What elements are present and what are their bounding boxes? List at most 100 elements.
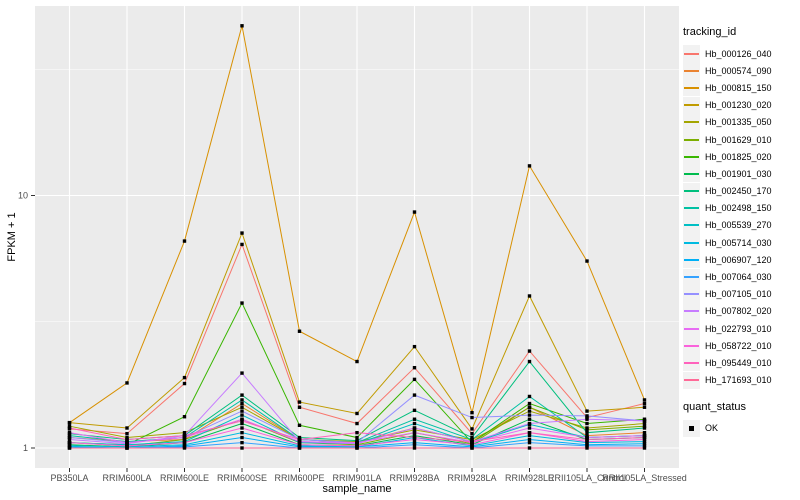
data-point-marker (297, 423, 302, 427)
data-point-marker (240, 417, 244, 421)
data-point-marker (240, 393, 244, 397)
data-point-marker (527, 401, 532, 406)
legend-key (683, 302, 700, 320)
data-point-marker (527, 417, 532, 421)
data-point-marker (240, 24, 244, 28)
legend-item-label: Hb_095449_010 (705, 357, 772, 368)
data-point-marker (642, 419, 647, 423)
data-point-marker (585, 426, 589, 430)
legend-item-label: Hb_000574_090 (705, 65, 772, 76)
legend-item: Hb_001825_020 (683, 148, 800, 166)
data-point-marker (412, 435, 417, 440)
data-point-marker (182, 435, 187, 440)
legend-key (683, 131, 700, 149)
data-point-marker (240, 398, 244, 402)
data-point-marker (527, 430, 532, 435)
line-swatch-icon (684, 379, 699, 382)
legend-key (683, 285, 700, 303)
data-point-marker (125, 426, 129, 430)
data-point-marker (125, 431, 129, 436)
data-point-marker (182, 430, 187, 435)
data-point-marker (585, 437, 589, 442)
data-point-marker (412, 365, 417, 370)
data-point-marker (240, 401, 244, 406)
data-point-marker (642, 426, 647, 430)
data-point-marker (527, 421, 532, 426)
legend-item: Hb_002498_150 (683, 199, 800, 217)
y-tick-label: 10 (18, 191, 28, 201)
legend-item: Hb_058722_010 (683, 337, 800, 355)
legend-item-label: Hb_001901_030 (705, 168, 772, 179)
data-point-marker (585, 435, 589, 440)
line-swatch-icon (684, 172, 699, 175)
line-swatch-icon (684, 121, 699, 124)
legend-key (683, 216, 700, 234)
data-point-marker (412, 430, 417, 435)
line-swatch-icon (684, 138, 699, 141)
data-point-marker (125, 381, 129, 385)
data-point-marker (585, 421, 589, 426)
data-point-marker (412, 433, 417, 438)
legend-key (683, 320, 700, 338)
legend-key (683, 354, 700, 372)
data-point-marker (182, 437, 187, 442)
data-point-marker (125, 435, 129, 440)
legend: tracking_id Hb_000126_040 Hb_000574_090 Hb… (683, 26, 800, 437)
legend-item: Hb_000126_040 (683, 45, 800, 63)
data-point-marker (470, 431, 474, 436)
data-point-marker (527, 440, 532, 445)
data-point-marker (642, 435, 647, 440)
data-point-marker (240, 430, 244, 435)
legend-item: Hb_001230_020 (683, 96, 800, 114)
data-point-marker (125, 437, 129, 442)
data-point-marker (67, 424, 72, 428)
data-point-marker (412, 440, 417, 445)
data-point-marker (642, 421, 647, 426)
line-swatch-icon (684, 327, 699, 330)
data-point-marker (67, 426, 72, 430)
data-point-marker (297, 400, 302, 404)
legend-item: Hb_022793_010 (683, 320, 800, 338)
legend-key (683, 419, 700, 437)
line-swatch-icon (684, 52, 699, 55)
data-point-marker (182, 239, 187, 243)
data-point-marker (642, 398, 647, 402)
line-swatch-icon (684, 276, 699, 279)
data-point-marker (67, 446, 72, 450)
data-point-marker (412, 446, 417, 450)
data-point-marker (355, 421, 359, 426)
legend-key (683, 79, 700, 97)
data-point-marker (412, 437, 417, 442)
line-swatch-icon (684, 241, 699, 244)
data-point-marker (297, 329, 302, 333)
data-point-marker (297, 439, 302, 444)
legend-item: Hb_001629_010 (683, 131, 800, 149)
data-point-marker (412, 210, 417, 214)
data-point-marker (67, 437, 72, 442)
legend-item: Hb_000815_150 (683, 79, 800, 97)
legend-item-label: Hb_001629_010 (705, 134, 772, 145)
data-point-marker (642, 446, 647, 450)
data-point-marker (412, 377, 417, 382)
data-point-marker (585, 417, 589, 421)
data-point-marker (585, 444, 589, 448)
data-point-marker (240, 426, 244, 430)
legend-key (683, 113, 700, 131)
legend-item: Hb_005714_030 (683, 234, 800, 252)
data-point-marker (585, 428, 589, 432)
legend-item: Hb_006907_120 (683, 251, 800, 269)
legend-item-label: Hb_005539_270 (705, 220, 772, 231)
data-point-marker (240, 242, 244, 247)
data-point-marker (585, 259, 589, 263)
data-point-marker (355, 446, 359, 450)
data-point-marker (527, 433, 532, 438)
data-point-marker (355, 444, 359, 448)
legend-item: Hb_095449_010 (683, 354, 800, 372)
line-swatch-icon (684, 310, 699, 313)
line-swatch-icon (684, 190, 699, 193)
legend-key (683, 337, 700, 355)
line-swatch-icon (684, 224, 699, 227)
legend-key (683, 234, 700, 252)
data-point-marker (585, 414, 589, 418)
